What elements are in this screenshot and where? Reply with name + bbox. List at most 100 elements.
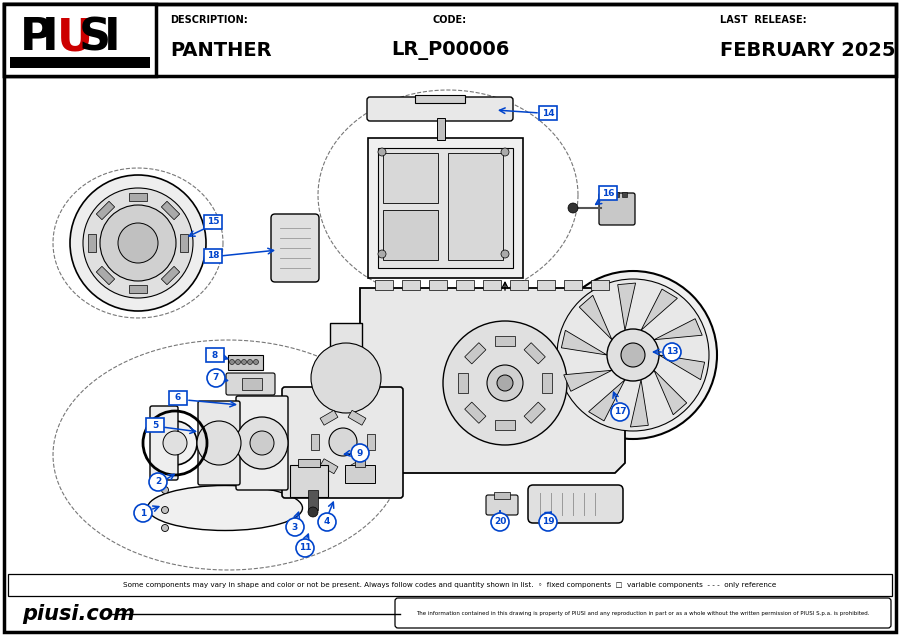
Circle shape [607,329,659,381]
FancyBboxPatch shape [599,193,635,225]
Circle shape [241,359,247,364]
Circle shape [100,205,176,281]
Circle shape [153,421,197,465]
Polygon shape [360,288,625,473]
Circle shape [70,175,206,311]
Circle shape [663,343,681,361]
Circle shape [149,473,167,491]
Circle shape [568,203,578,213]
Text: U: U [57,17,94,60]
Text: Some components may vary in shape and color or not be present. Always follow cod: Some components may vary in shape and co… [123,582,777,588]
Bar [161,201,180,219]
Text: 2: 2 [155,478,161,487]
Text: LR_P00006: LR_P00006 [391,41,509,60]
Circle shape [197,421,241,465]
Circle shape [236,359,240,364]
Circle shape [163,431,187,455]
Circle shape [378,148,386,156]
Circle shape [443,321,567,445]
Polygon shape [563,370,612,391]
Polygon shape [659,355,705,380]
Circle shape [311,343,381,413]
Bar [320,410,338,425]
FancyBboxPatch shape [368,138,523,278]
Bar [437,118,445,140]
Bar [564,280,582,290]
Text: LAST  RELEASE:: LAST RELEASE: [720,15,806,25]
Bar [591,280,609,290]
Bar [228,355,263,370]
Bar [4,4,156,76]
Circle shape [230,359,235,364]
Bar [456,280,474,290]
Bar [10,57,150,68]
Text: The information contained in this drawing is property of PIUSI and any reproduct: The information contained in this drawin… [416,611,869,616]
Circle shape [83,188,193,298]
Bar [129,285,147,293]
FancyBboxPatch shape [486,495,518,515]
Text: 1: 1 [140,509,146,518]
Bar [345,465,375,483]
Bar [464,343,486,364]
Bar [367,434,375,450]
Bar [539,106,557,120]
Bar [242,378,262,390]
Text: 14: 14 [542,109,554,118]
Circle shape [296,539,314,557]
Polygon shape [654,370,687,415]
Circle shape [329,428,357,456]
Bar [599,186,617,200]
Text: 8: 8 [212,350,218,359]
Bar [483,280,501,290]
Text: 16: 16 [602,188,614,198]
Text: 15: 15 [207,218,220,226]
Bar [161,266,180,285]
Circle shape [254,359,258,364]
Text: I: I [42,17,58,60]
Bar [495,420,515,430]
Circle shape [318,513,336,531]
FancyBboxPatch shape [282,387,403,498]
Text: 13: 13 [666,347,679,357]
Text: DESCRIPTION:: DESCRIPTION: [170,15,248,25]
Bar [311,434,319,450]
FancyBboxPatch shape [528,485,623,523]
Text: 20: 20 [494,518,506,527]
Circle shape [621,343,645,367]
Text: I: I [104,17,121,60]
Bar [606,192,611,197]
Circle shape [236,417,288,469]
Circle shape [557,279,709,431]
Circle shape [487,365,523,401]
Text: 18: 18 [207,251,220,261]
FancyBboxPatch shape [236,396,288,490]
Bar [96,266,114,285]
Polygon shape [589,380,625,421]
FancyBboxPatch shape [198,401,240,485]
Bar [495,336,515,346]
FancyBboxPatch shape [395,598,891,628]
Circle shape [286,518,304,536]
Circle shape [611,403,629,421]
Circle shape [250,431,274,455]
Circle shape [118,223,158,263]
Bar [378,148,513,268]
Ellipse shape [148,485,302,530]
Bar [4,4,896,76]
FancyBboxPatch shape [367,97,513,121]
Bar [330,323,362,433]
FancyBboxPatch shape [226,373,275,395]
Text: 17: 17 [614,408,626,417]
Text: P: P [20,17,53,60]
Circle shape [501,250,509,258]
Bar [415,95,465,103]
Polygon shape [641,289,678,330]
Circle shape [248,359,253,364]
Bar [614,192,619,197]
Text: FEBRUARY 2025: FEBRUARY 2025 [720,41,896,60]
Bar [169,391,187,405]
Text: 11: 11 [299,544,311,553]
Bar [402,280,420,290]
Bar [494,492,510,499]
Circle shape [351,444,369,462]
